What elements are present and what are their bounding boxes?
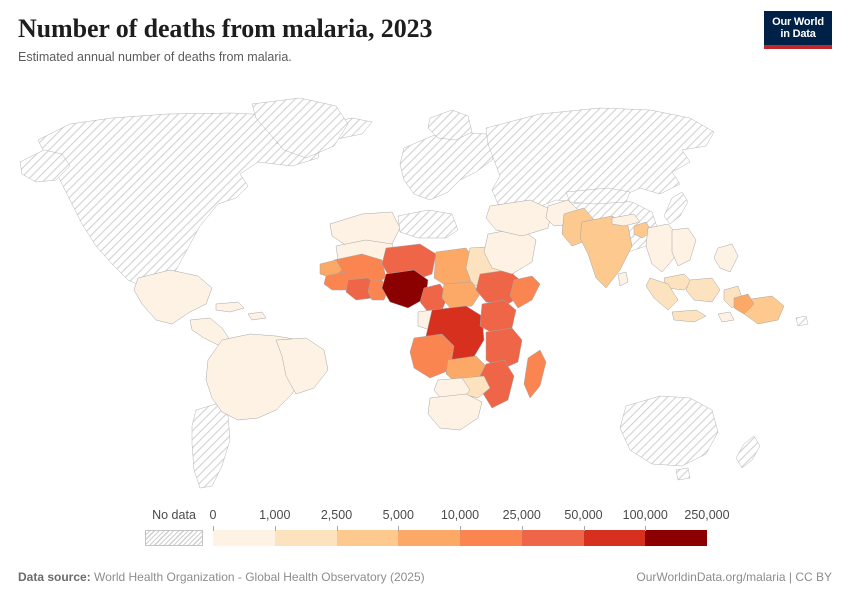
legend-bin-4[interactable] <box>460 526 522 546</box>
legend-no-data-swatch <box>145 530 203 546</box>
data-source-label: Data source: <box>18 570 91 584</box>
legend-tick-8: 250,000 <box>684 508 730 522</box>
region-java <box>672 310 706 322</box>
region-sri-lanka <box>618 272 628 286</box>
legend-scale[interactable]: 0 1,000 2,500 5,000 10,000 25,000 50,000… <box>209 508 730 546</box>
legend-bin-3[interactable] <box>398 526 460 546</box>
region-japan <box>664 192 688 224</box>
attribution-link[interactable]: OurWorldinData.org/malaria | CC BY <box>636 570 832 584</box>
legend-tick-1: 1,000 <box>259 508 291 522</box>
region-arabian-peninsula <box>484 228 536 274</box>
region-nigeria <box>382 270 428 308</box>
legend-bin-2[interactable] <box>336 526 399 546</box>
region-greenland <box>252 98 348 158</box>
legend-no-data-label: No data <box>152 508 196 522</box>
owid-logo-line-1: Our World <box>772 15 824 28</box>
region-south-africa <box>428 394 482 430</box>
region-pacific-islands <box>796 316 808 326</box>
region-southern-cone <box>192 404 230 488</box>
region-hispaniola <box>248 312 266 320</box>
region-tanzania <box>486 328 522 370</box>
map-regions-data <box>134 200 808 430</box>
region-nepal <box>612 214 640 226</box>
legend-tick-5: 25,000 <box>502 508 541 522</box>
legend-tick-4: 10,000 <box>440 508 480 522</box>
region-borneo <box>686 278 720 302</box>
data-source: Data source: World Health Organization -… <box>18 570 425 584</box>
region-europe <box>400 132 498 200</box>
region-car <box>442 282 480 308</box>
legend-tick-6: 50,000 <box>564 508 603 522</box>
owid-logo[interactable]: Our World in Data <box>764 11 832 49</box>
region-angola <box>410 334 454 378</box>
chart-header: Number of deaths from malaria, 2023 Esti… <box>18 14 832 74</box>
world-map-svg[interactable] <box>0 88 850 493</box>
legend-color-bar[interactable] <box>213 526 707 546</box>
legend-bin-7[interactable] <box>645 526 707 546</box>
region-north-africa <box>398 210 458 238</box>
region-papua-west <box>734 294 754 314</box>
region-myanmar-thailand <box>646 224 678 272</box>
owid-logo-line-2: in Data <box>780 27 816 40</box>
legend-tick-2: 2,500 <box>320 508 353 522</box>
region-madagascar <box>524 350 546 398</box>
region-mexico <box>134 270 212 324</box>
legend-tick-7: 100,000 <box>622 508 668 522</box>
legend-tick-labels: 0 1,000 2,500 5,000 10,000 25,000 50,000… <box>209 508 730 523</box>
region-alaska <box>20 150 70 182</box>
region-philippines <box>714 244 738 272</box>
legend-no-data[interactable]: No data <box>145 508 203 546</box>
map-regions-no-data <box>20 98 760 488</box>
region-australia <box>620 396 718 466</box>
legend-bin-5[interactable] <box>521 526 584 546</box>
legend-bin-0[interactable] <box>213 526 275 546</box>
chart-subtitle: Estimated annual number of deaths from m… <box>18 50 292 64</box>
region-sumatra <box>646 278 678 310</box>
region-russia-china <box>486 108 714 210</box>
chart-footer: Data source: World Health Organization -… <box>18 568 832 586</box>
region-scandinavia <box>428 110 472 140</box>
region-iran-turkey <box>486 200 552 236</box>
region-vietnam-laos <box>672 228 696 266</box>
legend-tick-0: 0 <box>209 508 217 522</box>
region-new-zealand <box>736 436 760 468</box>
legend-bin-1[interactable] <box>274 526 337 546</box>
legend-tick-3: 5,000 <box>382 508 414 522</box>
page-title: Number of deaths from malaria, 2023 <box>18 14 433 43</box>
region-somalia <box>510 276 540 308</box>
world-map[interactable] <box>0 88 850 493</box>
region-cuba <box>216 302 244 312</box>
region-timor <box>718 312 734 322</box>
map-legend: No data 0 1,000 2,500 5,000 10,000 25,00… <box>0 508 850 554</box>
legend-bin-6[interactable] <box>583 526 646 546</box>
region-tasmania <box>676 468 690 480</box>
region-brazil-east <box>276 338 328 394</box>
data-source-text: World Health Organization - Global Healt… <box>90 570 425 584</box>
